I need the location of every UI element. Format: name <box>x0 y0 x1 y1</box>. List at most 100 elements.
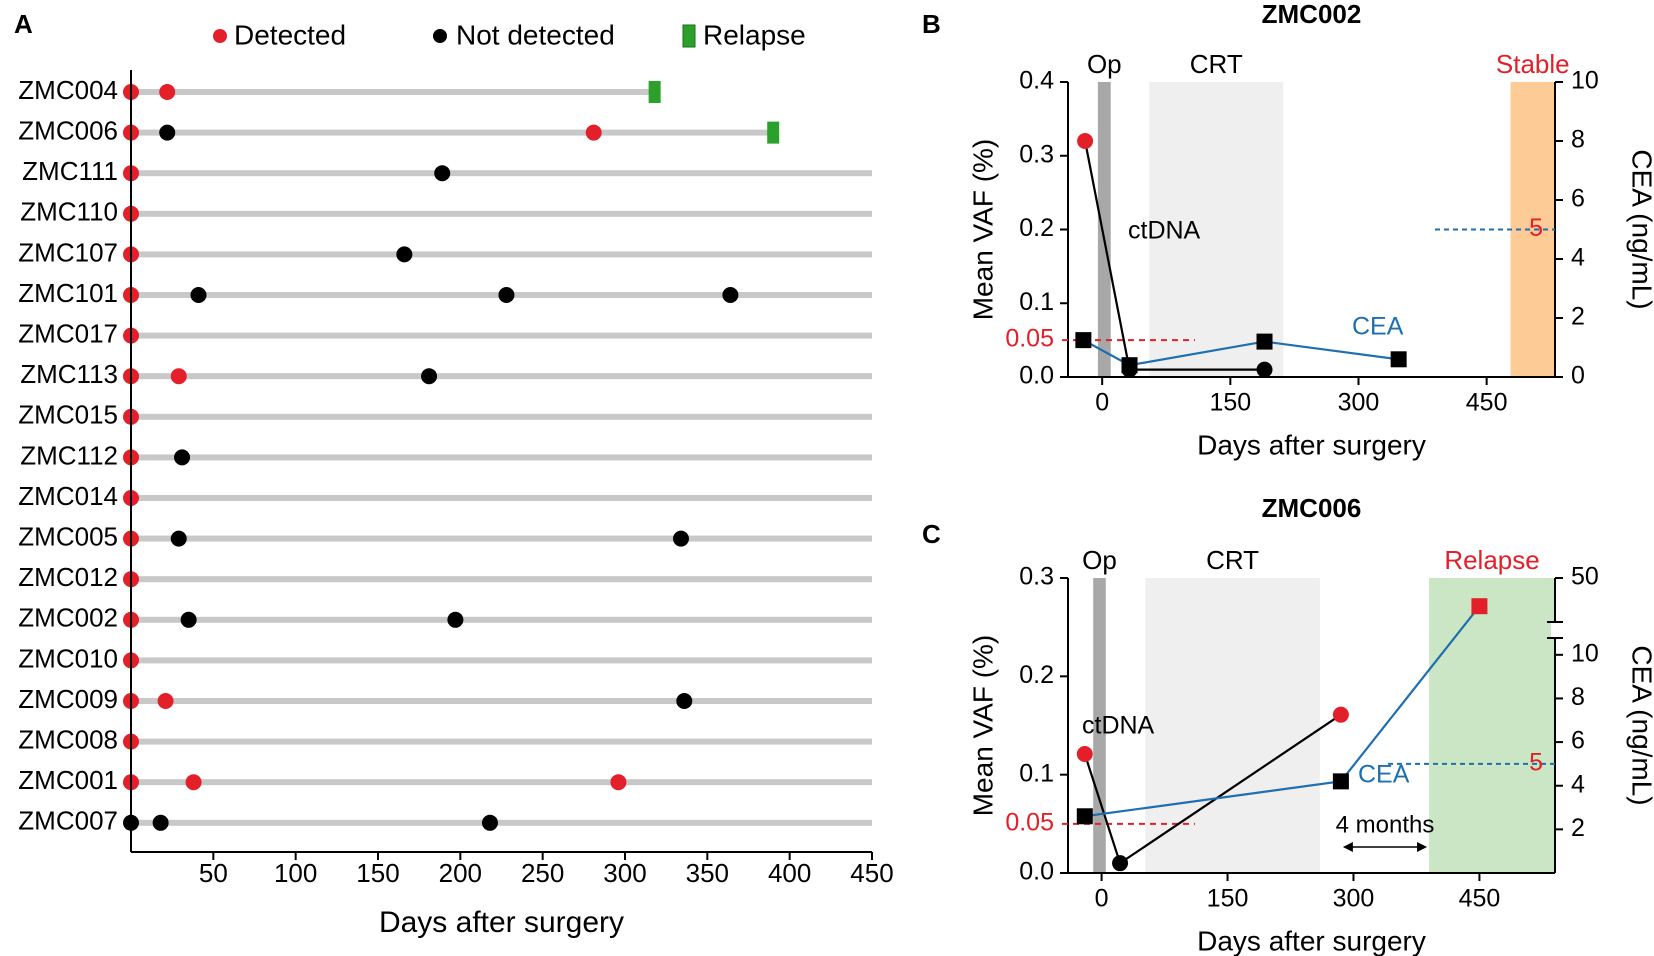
ctdna-series-label: ctDNA <box>1128 217 1201 245</box>
relapse-marker <box>767 121 780 144</box>
right-tick-label: 4 <box>1571 770 1585 798</box>
not-detected-point <box>421 368 438 385</box>
period-label-stable: Stable <box>1496 49 1570 79</box>
panel-label-b: B <box>922 9 941 39</box>
patient-track <box>131 413 872 420</box>
x-tick-label: 250 <box>521 858 564 888</box>
cea-point <box>1390 351 1407 368</box>
x-tick-label: 0 <box>1095 389 1109 417</box>
patient-label: ZMC112 <box>20 440 118 470</box>
patient-track <box>131 454 872 461</box>
detected-point <box>157 693 174 709</box>
x-tick-label: 100 <box>274 858 317 888</box>
patient-label: ZMC111 <box>22 156 118 186</box>
vaf-threshold-label: 0.05 <box>1005 325 1054 353</box>
patient-label: ZMC001 <box>18 765 118 795</box>
cea-point <box>1076 808 1093 825</box>
patient-label: ZMC110 <box>20 197 118 227</box>
patient-track <box>131 535 872 542</box>
detected-point <box>170 368 187 385</box>
right-tick-label: 8 <box>1571 126 1585 154</box>
panel-label-c: C <box>922 519 941 549</box>
panel-b-left-axis-title: Mean VAF (%) <box>967 139 998 321</box>
cea-point <box>1332 773 1349 790</box>
patient-track <box>131 657 872 664</box>
ctdna-point <box>1256 361 1273 378</box>
panel-c-right-axis-title: CEA (ng/mL) <box>1627 645 1654 805</box>
right-tick-label: 10 <box>1571 639 1599 667</box>
right-tick-label: 50 <box>1571 563 1599 591</box>
x-tick-label: 450 <box>1459 885 1501 913</box>
interval-annotation-label: 4 months <box>1336 811 1435 838</box>
patient-label: ZMC008 <box>18 724 118 754</box>
x-tick-label: 300 <box>1333 885 1375 913</box>
not-detected-point <box>434 165 451 182</box>
interval-arrowhead-left <box>1342 842 1353 852</box>
panel-c-x-axis-title: Days after surgery <box>1197 925 1426 956</box>
right-tick-label: 6 <box>1571 185 1585 213</box>
legend-relapse-label: Relapse <box>703 19 806 50</box>
cea-point <box>1471 598 1488 615</box>
x-tick-label: 0 <box>1095 885 1109 913</box>
x-tick-label: 50 <box>199 858 228 888</box>
patient-track <box>131 616 872 623</box>
panel-b-right-axis-title: CEA (ng/mL) <box>1627 149 1654 309</box>
patient-track <box>131 698 872 704</box>
x-tick-label: 150 <box>1207 885 1249 913</box>
patient-track <box>131 495 872 501</box>
x-tick-label: 300 <box>603 858 646 888</box>
patient-track <box>131 373 872 380</box>
ctdna-point <box>1112 855 1129 872</box>
cea-series-label: CEA <box>1352 313 1404 341</box>
panel-a-x-axis-title: Days after surgery <box>379 906 624 939</box>
patient-label: ZMC101 <box>18 278 118 308</box>
cea-point <box>1121 357 1138 374</box>
patient-track <box>131 332 872 339</box>
right-tick-label: 4 <box>1571 244 1585 272</box>
right-tick-label: 10 <box>1571 67 1599 95</box>
period-band-relapse <box>1429 578 1555 873</box>
patient-label: ZMC004 <box>18 75 118 105</box>
detected-point <box>610 774 627 791</box>
left-tick-label: 0.1 <box>1019 759 1054 787</box>
period-label-op: Op <box>1087 49 1122 79</box>
right-tick-label: 0 <box>1571 362 1585 390</box>
left-tick-label: 0.0 <box>1019 362 1054 390</box>
cea-point <box>1075 332 1092 349</box>
detected-point <box>159 84 176 100</box>
right-tick-label: 6 <box>1571 727 1585 755</box>
not-detected-point <box>174 449 191 466</box>
interval-arrowhead-right <box>1417 842 1428 852</box>
not-detected-point <box>159 124 176 141</box>
right-tick-label: 8 <box>1571 683 1585 711</box>
ctdna-point <box>1076 746 1093 763</box>
vaf-threshold-label: 0.05 <box>1005 808 1054 836</box>
patient-label: ZMC017 <box>18 318 118 348</box>
left-tick-label: 0.3 <box>1019 563 1054 591</box>
not-detected-point <box>722 287 739 303</box>
left-tick-label: 0.3 <box>1019 140 1054 168</box>
right-tick-label: 2 <box>1571 303 1585 331</box>
x-tick-label: 300 <box>1338 389 1380 417</box>
not-detected-point <box>152 814 169 831</box>
x-tick-label: 400 <box>768 858 811 888</box>
legend-detected-marker <box>213 29 227 43</box>
legend-detected-label: Detected <box>234 19 346 50</box>
cea-point <box>1256 333 1273 350</box>
ctdna-point <box>1332 706 1349 723</box>
relapse-marker <box>648 81 661 103</box>
patient-label: ZMC005 <box>18 521 118 551</box>
period-band-op <box>1093 578 1106 873</box>
panel-label-a: A <box>14 9 33 39</box>
not-detected-point <box>481 814 498 831</box>
patient-track <box>131 170 872 177</box>
patient-label: ZMC009 <box>18 684 118 714</box>
not-detected-point <box>180 611 197 628</box>
panel-b-x-axis-title: Days after surgery <box>1197 429 1426 460</box>
right-axis-break <box>1551 622 1559 638</box>
x-tick-label: 150 <box>1209 389 1251 417</box>
patient-label: ZMC107 <box>18 237 118 267</box>
patient-label: ZMC015 <box>18 400 118 430</box>
not-detected-point <box>672 530 689 547</box>
period-label-relapse: Relapse <box>1444 545 1539 575</box>
